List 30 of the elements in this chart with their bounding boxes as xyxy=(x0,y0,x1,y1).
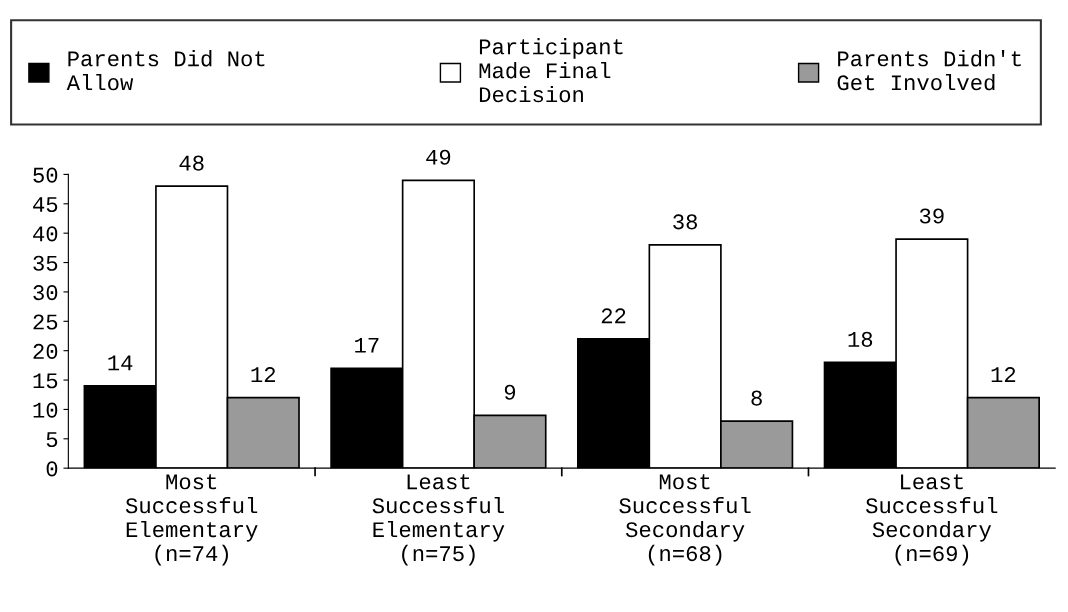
y-tick-label: 40 xyxy=(33,226,58,242)
data-label: 9 xyxy=(504,384,516,400)
y-tick-label: 10 xyxy=(33,402,58,418)
x-tick-label: Most Successful Secondary (n=68) xyxy=(619,474,751,566)
x-tick-label: Least Successful Elementary (n=75) xyxy=(372,474,505,566)
data-label: 49 xyxy=(426,149,451,165)
data-label: 12 xyxy=(251,367,276,382)
legend-label: Parents Did Not Allow xyxy=(66,50,265,91)
data-label: 38 xyxy=(673,214,697,230)
legend-label: Parents Didn't Get Involved xyxy=(837,50,1021,91)
data-label: 17 xyxy=(355,337,379,353)
y-tick-label: 5 xyxy=(46,432,58,448)
y-tick-label: 30 xyxy=(33,285,58,301)
data-label: 12 xyxy=(991,367,1016,382)
y-tick-label: 35 xyxy=(33,255,58,271)
x-tick-label: Most Successful Elementary (n=74) xyxy=(125,474,258,566)
data-label: 48 xyxy=(179,155,204,171)
y-tick-label: 25 xyxy=(33,314,58,330)
data-label: 18 xyxy=(848,331,873,347)
data-label: 39 xyxy=(919,208,944,224)
legend-label: Participant Made Final Decision xyxy=(479,38,623,103)
y-tick-label: 45 xyxy=(33,197,58,213)
data-label: 22 xyxy=(601,308,626,324)
y-tick-label: 50 xyxy=(33,167,58,183)
y-tick-label: 0 xyxy=(46,461,58,477)
x-tick-label: Least Successful Secondary (n=69) xyxy=(866,474,998,566)
y-tick-label: 20 xyxy=(33,343,58,359)
data-label: 14 xyxy=(108,355,133,371)
data-label: 8 xyxy=(751,390,762,406)
y-tick-label: 15 xyxy=(33,373,58,389)
